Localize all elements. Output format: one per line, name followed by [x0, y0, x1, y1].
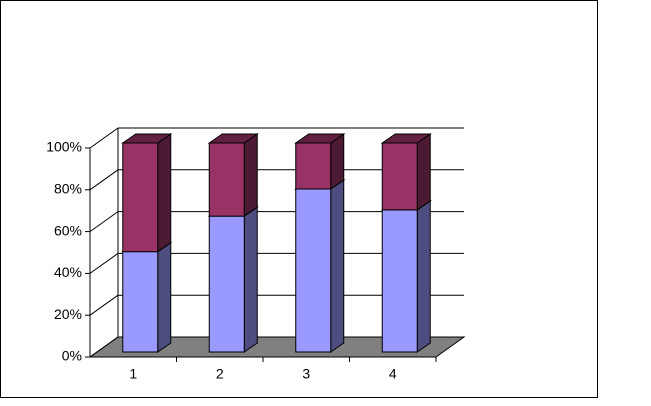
grid-line: [89, 127, 119, 149]
grid-line: [89, 169, 119, 191]
bar-side: [157, 133, 172, 253]
grid-line: [89, 336, 119, 358]
y-tick-label: 80%: [54, 181, 82, 197]
bar-side: [416, 199, 431, 353]
x-tick-label: 3: [302, 366, 310, 382]
x-tick-label: 4: [389, 366, 397, 382]
bar-side: [243, 206, 258, 353]
y-tick-label: 100%: [46, 139, 82, 155]
x-tick-label: 1: [129, 366, 137, 382]
bar: [122, 142, 159, 253]
y-tick-label: 40%: [54, 264, 82, 280]
bar: [295, 142, 332, 190]
bar: [295, 188, 332, 353]
bar-side: [157, 241, 172, 353]
grid-line: [89, 252, 119, 274]
y-tick-label: 20%: [54, 306, 82, 322]
bar: [208, 215, 245, 353]
x-tick-label: 2: [216, 366, 224, 382]
bar: [381, 142, 418, 211]
bar: [122, 251, 159, 353]
bar-side: [330, 179, 345, 353]
bar: [381, 209, 418, 353]
bar-side: [416, 133, 431, 211]
y-tick-label: 60%: [54, 222, 82, 238]
bar-side: [243, 133, 258, 218]
bar: [208, 142, 245, 217]
grid-line: [89, 294, 119, 316]
y-tick-label: 0%: [62, 348, 82, 364]
grid-line: [89, 211, 119, 233]
